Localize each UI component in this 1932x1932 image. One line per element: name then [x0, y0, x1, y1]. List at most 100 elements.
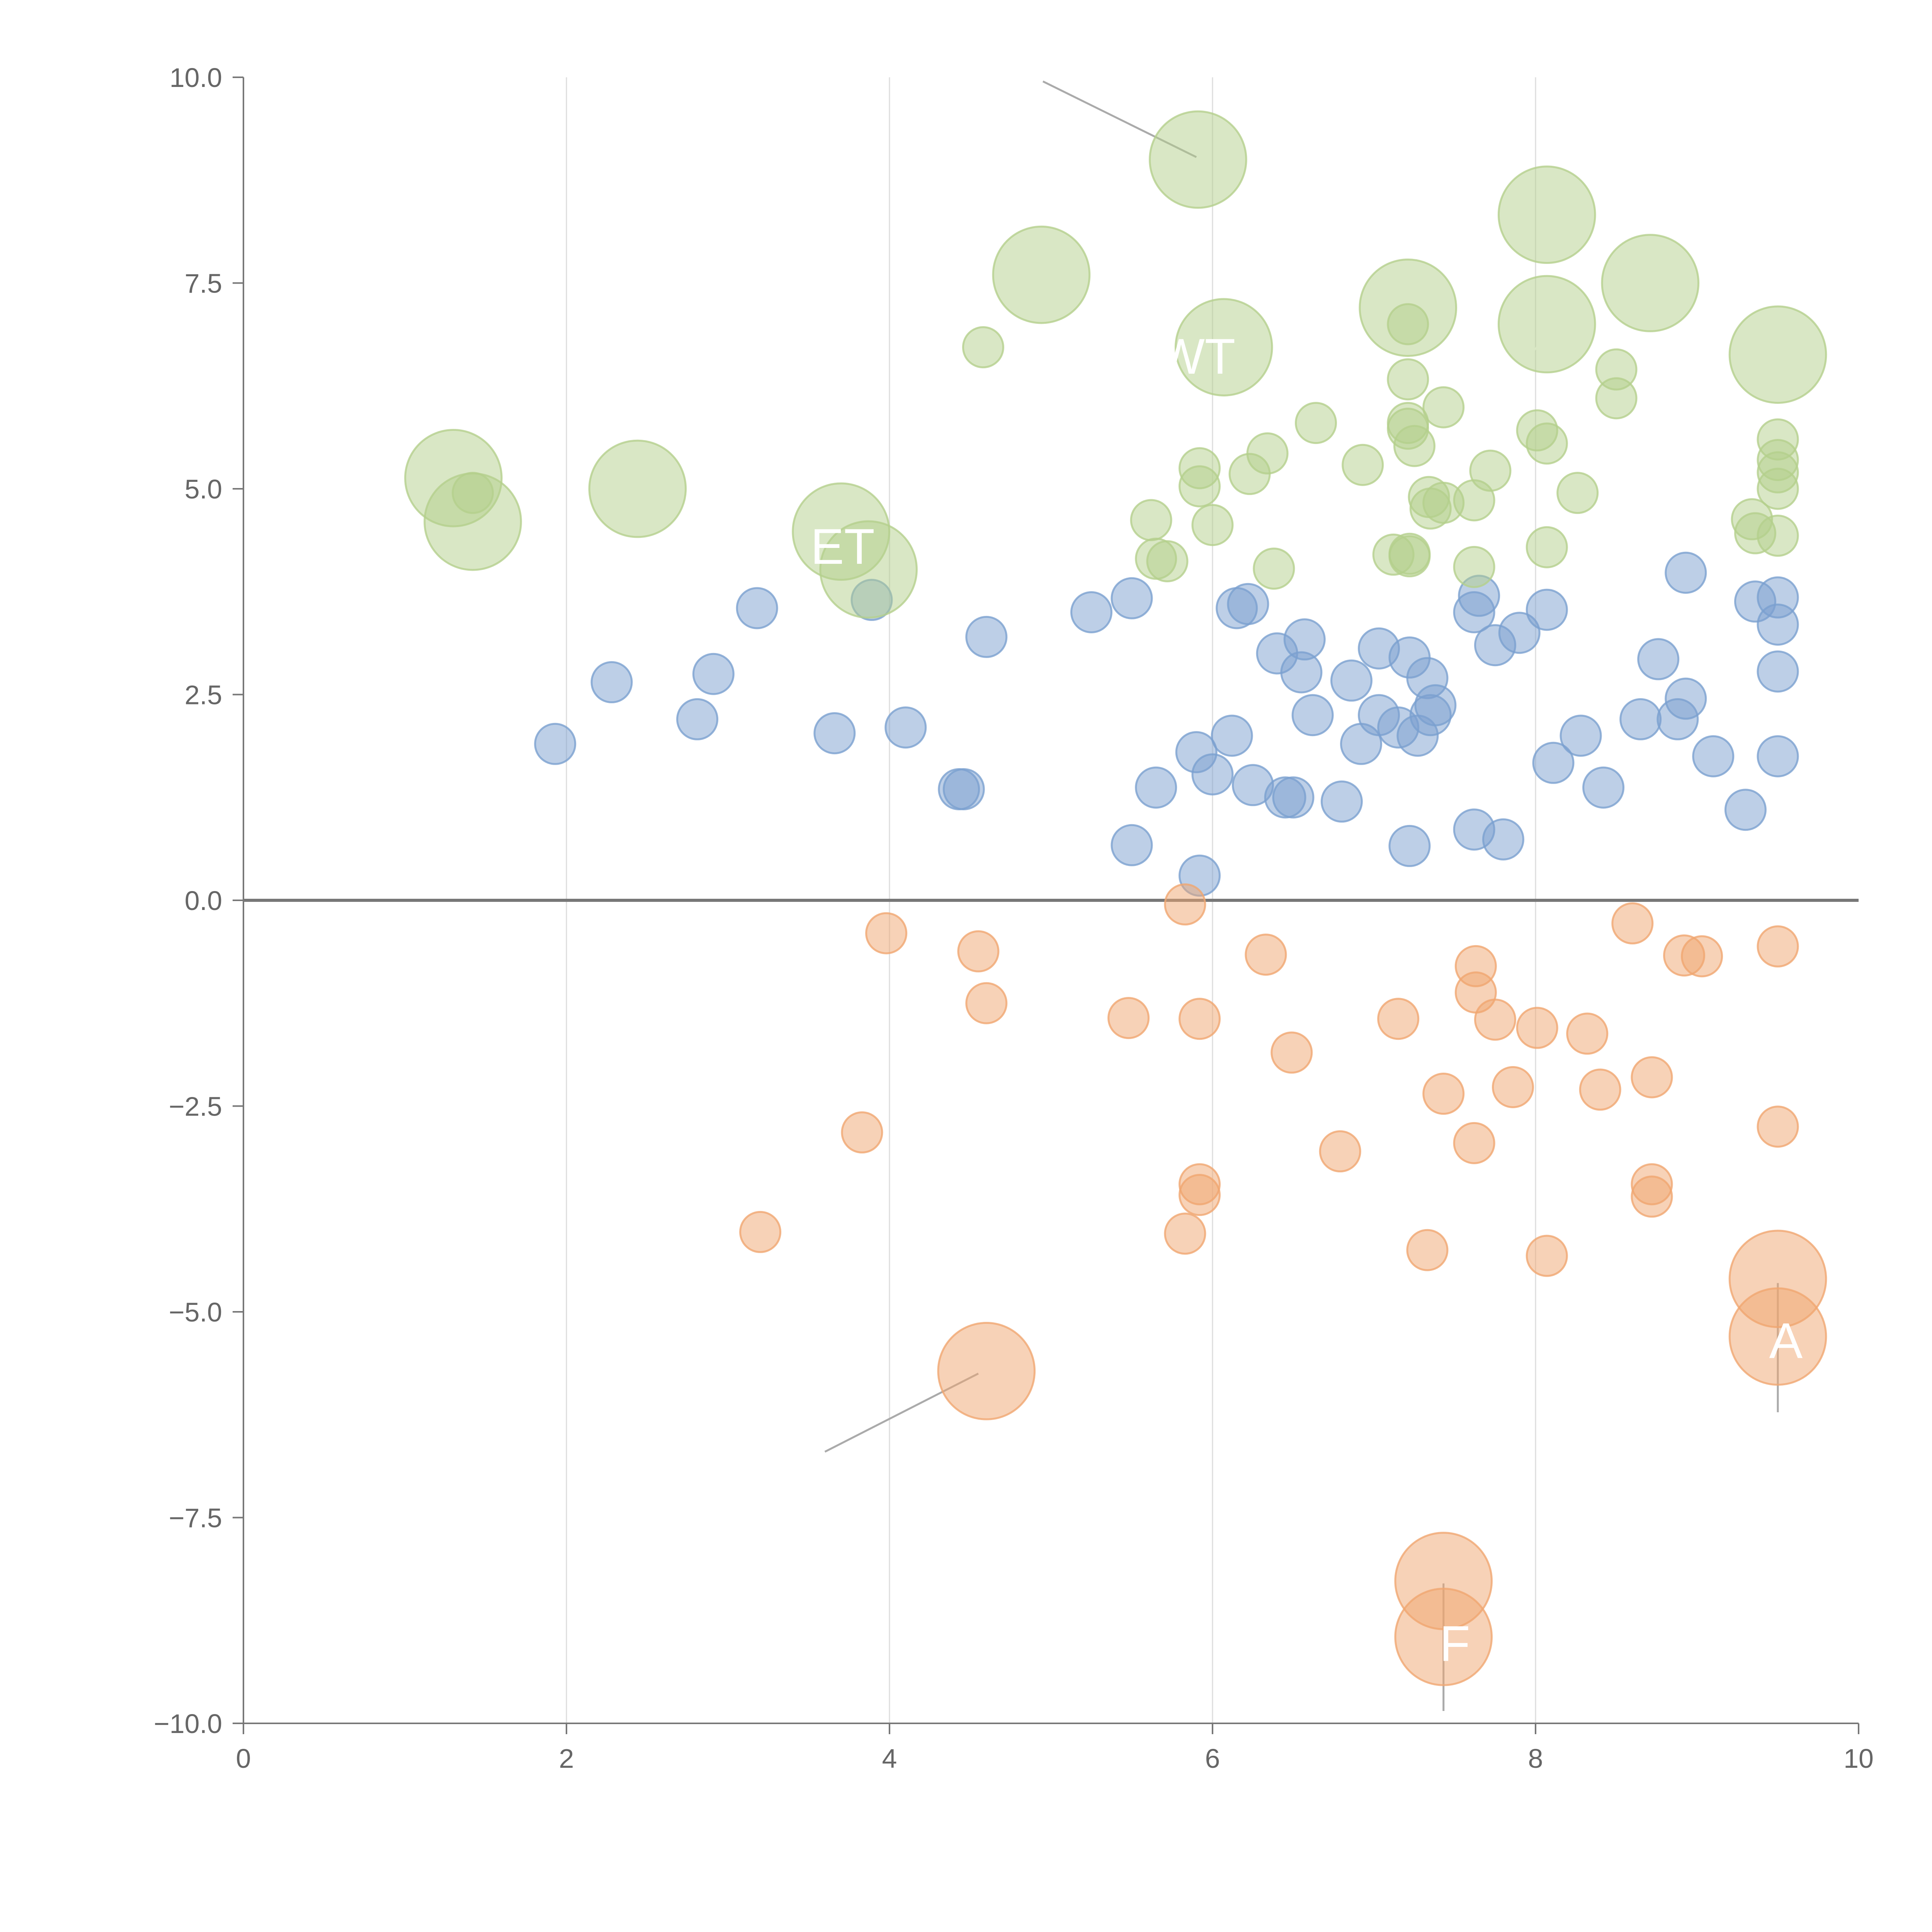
green-point-42: [1556, 472, 1599, 514]
blue-point-47: [1532, 742, 1575, 784]
green-point-44: [1595, 377, 1638, 420]
blue-point-12: [1111, 577, 1153, 619]
blue-point-7: [884, 706, 927, 749]
x-tick-label-3: 6: [1205, 1743, 1220, 1774]
blue-point-50: [1619, 698, 1662, 740]
green-point-29: [1393, 425, 1435, 467]
green-point-15: [1174, 298, 1273, 396]
blue-point-0: [534, 723, 577, 765]
green-point-40: [1526, 422, 1568, 465]
orange-point-15: [1377, 998, 1420, 1040]
green-point-36: [1469, 449, 1512, 492]
green-point-19: [1295, 402, 1337, 444]
green-point-48: [1728, 305, 1827, 404]
point-label-1: ET: [811, 518, 875, 575]
green-point-39: [1497, 275, 1596, 374]
green-point-33: [1422, 386, 1465, 429]
blue-point-17: [1191, 753, 1234, 796]
green-point-7: [992, 225, 1091, 324]
orange-point-24: [1492, 1066, 1534, 1109]
axis-layer: 0 2 4 6 8 10 10.0 7.5 5.0 2.5 0.0 −2.5 −5.0 −7.5 −10.0: [154, 63, 1874, 1774]
orange-point-0: [739, 1211, 782, 1253]
point-label-0: WT: [1157, 328, 1235, 384]
orange-point-38: [1728, 1287, 1827, 1386]
orange-point-12: [1245, 934, 1287, 976]
blue-point-18: [1211, 714, 1253, 757]
blue-point-55: [1692, 735, 1735, 777]
green-point-11: [1149, 110, 1247, 209]
green-point-6: [962, 326, 1004, 369]
blue-point-2: [676, 698, 719, 740]
orange-point-7: [1164, 883, 1206, 926]
y-tick-label-0: 10.0: [170, 63, 222, 93]
orange-point-3: [957, 930, 1000, 973]
y-tick-label-5: −2.5: [169, 1092, 222, 1122]
x-tick-label-5: 10: [1844, 1743, 1874, 1774]
orange-point-27: [1566, 1012, 1609, 1055]
blue-point-59: [1757, 603, 1799, 646]
blue-point-3: [692, 653, 735, 695]
orange-point-8: [1164, 1213, 1206, 1255]
orange-point-35: [1757, 925, 1799, 968]
orange-point-29: [1611, 902, 1654, 945]
green-point-8: [1130, 499, 1172, 541]
blue-point-53: [1665, 551, 1707, 594]
orange-point-32: [1631, 1175, 1673, 1218]
blue-point-44: [1482, 818, 1524, 861]
blue-point-1: [590, 661, 633, 704]
blue-point-45: [1498, 612, 1541, 654]
orange-point-11: [1179, 1174, 1221, 1216]
point-label-3: A: [1769, 1313, 1803, 1369]
orange-point-14: [1319, 1130, 1361, 1173]
y-tick-label-2: 5.0: [185, 474, 222, 504]
green-point-52: [1757, 468, 1799, 510]
orange-point-2: [865, 912, 908, 954]
green-point-13: [1179, 465, 1221, 508]
y-tick-label-6: −5.0: [169, 1297, 222, 1327]
green-point-14: [1191, 504, 1234, 546]
x-tick-label-0: 0: [236, 1743, 251, 1774]
orange-point-23: [1474, 998, 1516, 1041]
orange-point-16: [1406, 1229, 1449, 1271]
blue-point-48: [1560, 714, 1602, 757]
y-tick-label-7: −7.5: [169, 1503, 222, 1533]
blue-point-9: [942, 768, 985, 810]
blue-point-14: [1135, 766, 1177, 809]
blue-point-11: [1070, 591, 1112, 633]
orange-point-30: [1631, 1056, 1673, 1099]
x-tick-label-4: 8: [1528, 1743, 1543, 1774]
blue-point-4: [736, 587, 778, 629]
y-tick-label-3: 2.5: [185, 680, 222, 710]
blue-point-60: [1757, 650, 1799, 693]
green-point-18: [1253, 548, 1295, 590]
blue-point-46: [1526, 588, 1568, 631]
blue-point-61: [1757, 735, 1799, 777]
green-point-23: [1387, 303, 1429, 345]
blue-point-26: [1283, 618, 1326, 661]
blue-point-35: [1388, 825, 1431, 867]
blue-point-49: [1582, 766, 1625, 809]
green-point-24: [1387, 358, 1429, 401]
green-point-5: [819, 520, 918, 619]
green-point-17: [1246, 432, 1289, 474]
blue-point-27: [1291, 694, 1334, 736]
green-point-35: [1453, 546, 1495, 588]
orange-point-26: [1526, 1235, 1568, 1277]
orange-point-20: [1453, 1122, 1495, 1164]
green-point-45: [1601, 234, 1700, 332]
green-point-38: [1497, 165, 1596, 264]
orange-point-1: [841, 1111, 883, 1154]
blue-point-10: [965, 616, 1008, 658]
green-point-20: [1342, 444, 1384, 486]
green-point-10: [1146, 540, 1189, 582]
orange-point-19: [1394, 1588, 1493, 1686]
green-point-3: [588, 439, 687, 538]
blue-point-54: [1665, 677, 1707, 720]
orange-point-6: [1107, 997, 1150, 1039]
label-layer: WT ET F A: [811, 328, 1803, 1672]
orange-point-36: [1757, 1105, 1799, 1148]
blue-point-56: [1724, 789, 1767, 831]
point-label-2: F: [1439, 1615, 1470, 1672]
blue-point-20: [1227, 583, 1269, 625]
